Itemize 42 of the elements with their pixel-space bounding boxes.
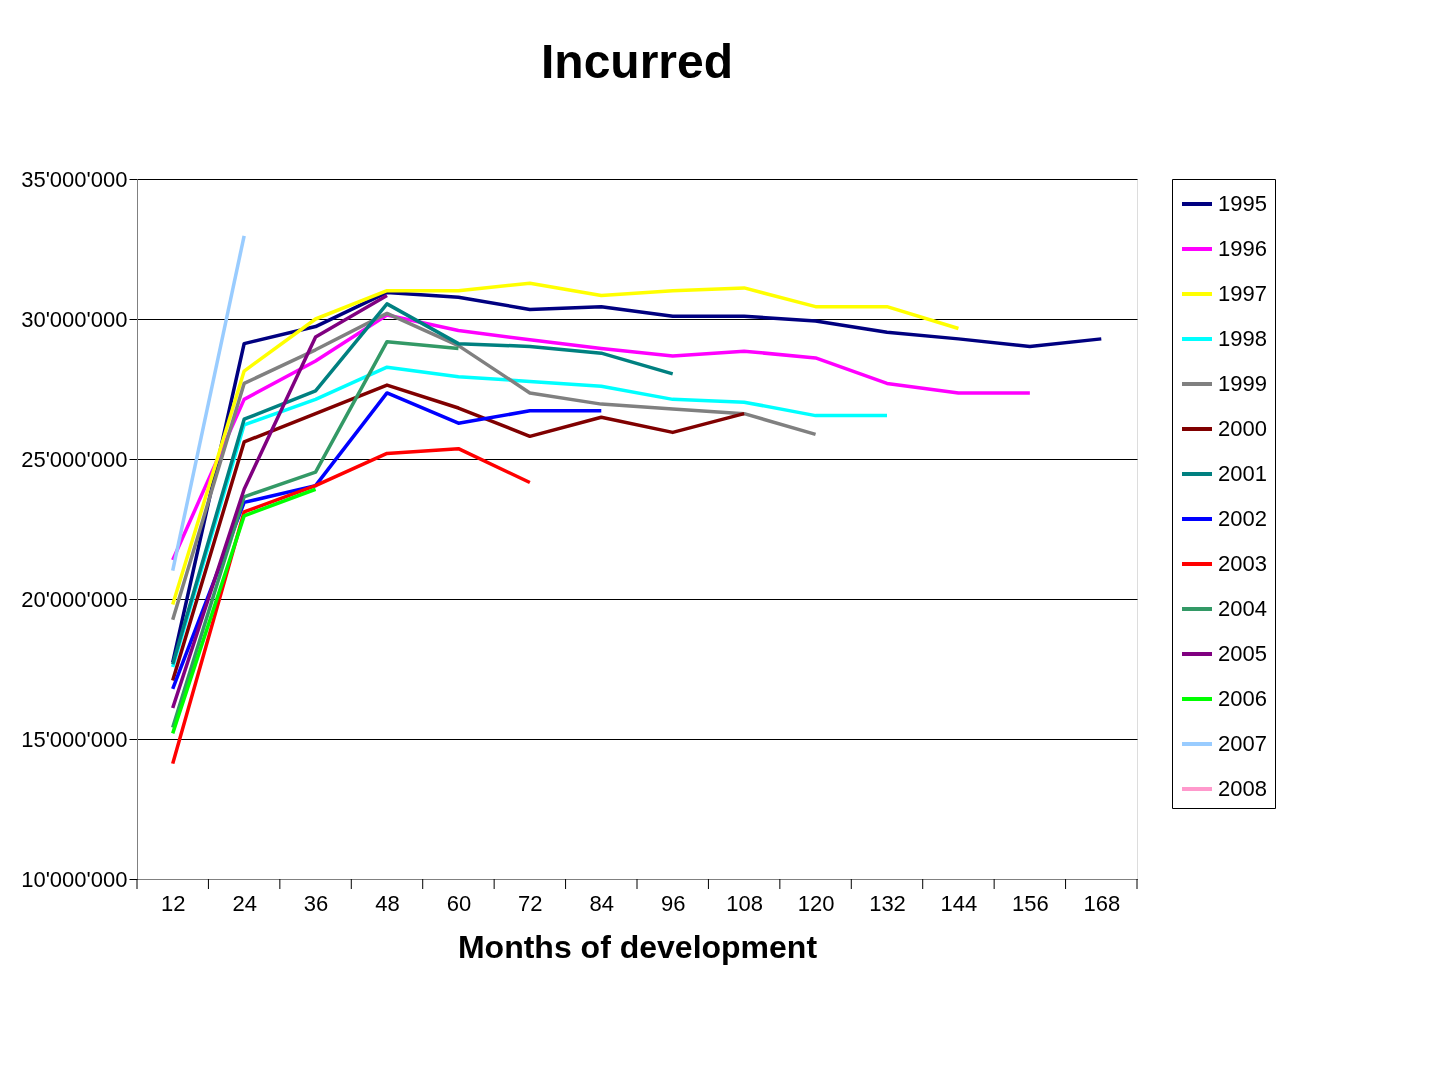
- x-tick-label: 156: [1012, 890, 1049, 916]
- line-series: [170, 311, 818, 622]
- line-series: [170, 281, 961, 607]
- x-tick-label: 108: [726, 890, 763, 916]
- legend-label: 2006: [1218, 686, 1267, 711]
- x-tick-label: 60: [446, 890, 472, 916]
- legend-label: 1998: [1218, 326, 1267, 351]
- y-tick-label: 15'000'000: [21, 726, 128, 752]
- legend-label: 2000: [1218, 416, 1267, 441]
- x-tick-label: 144: [940, 890, 978, 916]
- legend-label: 2004: [1218, 596, 1267, 621]
- x-tick-label: 120: [797, 890, 835, 916]
- legend-label: 2008: [1218, 776, 1267, 801]
- legend-label: 1997: [1218, 281, 1267, 306]
- line-series: [170, 339, 461, 730]
- line-series: [170, 302, 675, 666]
- y-tick-label: 20'000'000: [21, 586, 128, 612]
- legend-label: 2003: [1218, 551, 1267, 576]
- x-tick-label: 48: [375, 890, 400, 916]
- legend-label: 2007: [1218, 731, 1267, 756]
- line-series: [170, 293, 389, 710]
- x-tick-label: 96: [660, 890, 686, 916]
- y-tick-label: 25'000'000: [21, 446, 128, 472]
- x-axis-title: Months of development: [457, 928, 818, 965]
- y-tick-label: 35'000'000: [21, 166, 128, 192]
- x-tick-label: 72: [518, 890, 543, 916]
- line-series: [170, 383, 746, 683]
- y-tick-label: 10'000'000: [21, 866, 128, 892]
- y-tick-label: 30'000'000: [21, 306, 128, 332]
- legend-label: 2002: [1218, 506, 1267, 531]
- x-tick-label: 168: [1083, 890, 1121, 916]
- x-tick-label: 84: [589, 890, 615, 916]
- x-tick-label: 12: [160, 890, 186, 916]
- chart-title: Incurred: [540, 35, 734, 88]
- legend-label: 1996: [1218, 236, 1267, 261]
- x-tick-label: 132: [869, 890, 906, 916]
- legend-label: 2001: [1218, 461, 1267, 486]
- legend-label: 1999: [1218, 371, 1267, 396]
- legend-label: 1995: [1218, 191, 1267, 216]
- legend-label: 2005: [1218, 641, 1267, 666]
- x-tick-label: 24: [232, 890, 257, 916]
- x-tick-label: 36: [303, 890, 329, 916]
